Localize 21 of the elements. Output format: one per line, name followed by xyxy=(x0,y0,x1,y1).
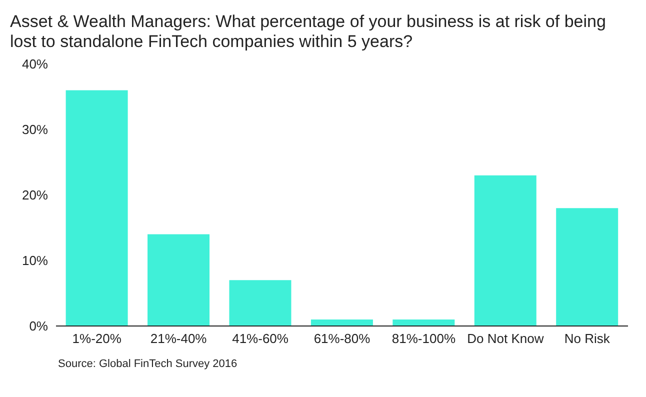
bar xyxy=(229,280,292,326)
chart-title: Asset & Wealth Managers: What percentage of your business is at risk of being lost to standalone FinTech companies within 5 years? xyxy=(9,11,607,52)
y-tick-label: 40% xyxy=(22,56,48,72)
x-tick-label: 61%-80% xyxy=(314,331,371,346)
y-tick-label: 0% xyxy=(29,318,48,334)
y-tick-label: 10% xyxy=(22,253,48,268)
y-tick-label: 30% xyxy=(22,122,48,138)
bar xyxy=(310,319,373,326)
x-tick-label: 41%-60% xyxy=(232,331,289,346)
y-tick-label: 20% xyxy=(22,188,48,203)
x-tick-label: 81%-100% xyxy=(392,331,456,346)
source-note: Source: Global FinTech Survey 2016 xyxy=(58,358,238,370)
bar xyxy=(66,90,128,326)
bar xyxy=(392,319,455,326)
bar xyxy=(556,208,618,326)
x-tick-label: No Risk xyxy=(564,331,610,346)
bar xyxy=(148,234,210,326)
bar xyxy=(474,175,536,326)
x-tick-label: 1%-20% xyxy=(72,331,122,346)
x-tick-label: Do Not Know xyxy=(467,331,544,346)
x-tick-label: 21%-40% xyxy=(150,331,208,346)
